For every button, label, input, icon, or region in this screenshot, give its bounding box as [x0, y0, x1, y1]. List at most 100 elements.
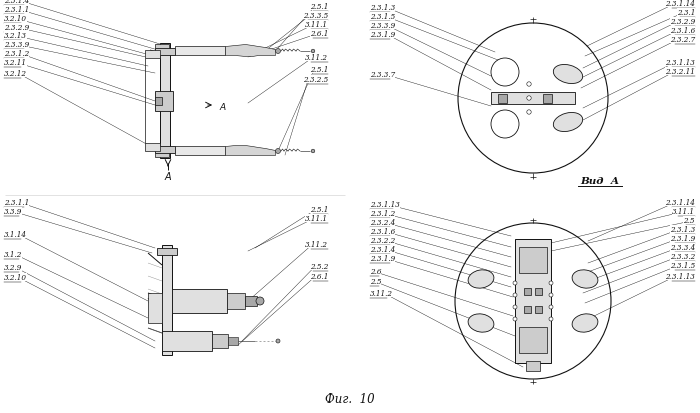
Text: 2.3.1.14: 2.3.1.14 — [665, 0, 695, 8]
Text: 2.3.1.5: 2.3.1.5 — [370, 13, 395, 21]
Text: 2.3.3.2: 2.3.3.2 — [670, 252, 695, 260]
Circle shape — [513, 317, 517, 321]
Circle shape — [513, 293, 517, 297]
Circle shape — [276, 50, 281, 55]
Text: 2.3.1.6: 2.3.1.6 — [370, 228, 395, 235]
Text: 2.5: 2.5 — [683, 216, 695, 224]
Text: $A$: $A$ — [219, 100, 227, 111]
Bar — [145, 51, 160, 59]
Bar — [535, 306, 542, 313]
Text: 2.3.1.3: 2.3.1.3 — [670, 225, 695, 233]
Text: 3.11.2: 3.11.2 — [305, 54, 328, 62]
Text: 2.5.1: 2.5.1 — [309, 3, 328, 11]
Text: 3.2.11: 3.2.11 — [4, 59, 27, 67]
Bar — [515, 240, 551, 363]
Circle shape — [256, 297, 264, 305]
Text: 3.2.13: 3.2.13 — [4, 32, 27, 40]
Bar — [519, 247, 547, 273]
Text: 2.3.1.5: 2.3.1.5 — [670, 261, 695, 269]
Circle shape — [458, 24, 608, 173]
Bar — [155, 154, 169, 158]
Text: 2.3.1.14: 2.3.1.14 — [665, 199, 695, 206]
Text: 2.3.3.9: 2.3.3.9 — [4, 41, 29, 49]
Text: 2.3.1.13: 2.3.1.13 — [665, 272, 695, 280]
Text: 2.5.1: 2.5.1 — [309, 66, 328, 74]
Bar — [524, 306, 531, 313]
Bar — [519, 327, 547, 353]
Ellipse shape — [468, 270, 494, 288]
Text: 2.6.1: 2.6.1 — [309, 30, 328, 38]
Text: 2.3.2.9: 2.3.2.9 — [4, 24, 29, 32]
Text: 2.3.2.7: 2.3.2.7 — [670, 36, 695, 44]
Circle shape — [549, 293, 553, 297]
Text: 2.6.1: 2.6.1 — [309, 272, 328, 280]
Bar — [524, 288, 531, 295]
Bar — [175, 47, 225, 56]
Text: 2.3.1: 2.3.1 — [677, 9, 695, 17]
Text: 3.11.2: 3.11.2 — [370, 289, 393, 297]
Bar — [491, 93, 575, 105]
Text: 2.3.2.9: 2.3.2.9 — [670, 18, 695, 26]
Circle shape — [513, 281, 517, 285]
Circle shape — [513, 305, 517, 309]
Circle shape — [455, 223, 611, 379]
Text: 2.3.3.4: 2.3.3.4 — [670, 243, 695, 252]
Text: 2.3.2.11: 2.3.2.11 — [665, 68, 695, 76]
Text: 2.3.1.1: 2.3.1.1 — [4, 6, 29, 14]
Text: 3.2.10: 3.2.10 — [4, 273, 27, 281]
Text: $A$: $A$ — [164, 170, 172, 182]
Text: 2.3.1.6: 2.3.1.6 — [670, 27, 695, 35]
Text: 2.5.1: 2.5.1 — [309, 206, 328, 214]
Text: 2.3.3.9: 2.3.3.9 — [370, 22, 395, 30]
Bar — [498, 95, 507, 104]
Text: 3.11.1: 3.11.1 — [305, 214, 328, 223]
Text: 3.2.9: 3.2.9 — [4, 263, 22, 271]
Text: Вид  А: Вид А — [580, 177, 620, 185]
Text: Фиг.  10: Фиг. 10 — [326, 392, 374, 405]
Text: 2.3.2.4: 2.3.2.4 — [370, 218, 395, 226]
Circle shape — [276, 339, 280, 343]
Text: 2.3.3.7: 2.3.3.7 — [370, 71, 395, 79]
Text: 3.11.2: 3.11.2 — [305, 240, 328, 248]
Bar — [155, 92, 173, 112]
Text: 2.3.2.2: 2.3.2.2 — [370, 236, 395, 244]
Bar — [175, 147, 225, 156]
Text: 3.3.9: 3.3.9 — [4, 207, 22, 216]
Bar — [172, 289, 227, 313]
Circle shape — [312, 50, 315, 54]
Circle shape — [527, 97, 531, 101]
Bar — [148, 293, 162, 323]
Text: 2.3.1.4: 2.3.1.4 — [4, 0, 29, 5]
Ellipse shape — [553, 113, 582, 132]
Ellipse shape — [572, 314, 598, 332]
Bar — [157, 248, 177, 255]
Text: 2.5: 2.5 — [370, 277, 382, 285]
Text: 2.6: 2.6 — [370, 267, 382, 275]
Text: 3.1.14: 3.1.14 — [4, 230, 27, 238]
Text: 2.3.1.9: 2.3.1.9 — [670, 235, 695, 242]
Text: 2.3.1.2: 2.3.1.2 — [4, 50, 29, 58]
Bar — [155, 98, 162, 106]
Bar — [162, 331, 212, 351]
Text: 2.3.2.5: 2.3.2.5 — [302, 76, 328, 84]
Ellipse shape — [553, 65, 582, 84]
Bar — [160, 44, 170, 159]
Circle shape — [491, 59, 519, 87]
Circle shape — [527, 83, 531, 87]
Bar — [535, 288, 542, 295]
Circle shape — [549, 317, 553, 321]
Text: 2.3.1.4: 2.3.1.4 — [370, 245, 395, 254]
Text: 2.3.1.13: 2.3.1.13 — [370, 201, 400, 209]
Text: 3.11.1: 3.11.1 — [305, 21, 328, 29]
Text: 2.5.2: 2.5.2 — [309, 262, 328, 271]
Text: 2.3.1.9: 2.3.1.9 — [370, 31, 395, 39]
Ellipse shape — [572, 270, 598, 288]
Bar — [526, 361, 540, 371]
Text: 3.2.12: 3.2.12 — [4, 70, 27, 78]
Text: 3.1.2: 3.1.2 — [4, 250, 22, 259]
Bar — [227, 293, 245, 309]
Text: 2.3.1.2: 2.3.1.2 — [370, 209, 395, 218]
Bar — [228, 337, 238, 345]
Bar — [543, 95, 552, 104]
Text: 2.3.1.3: 2.3.1.3 — [370, 4, 395, 12]
